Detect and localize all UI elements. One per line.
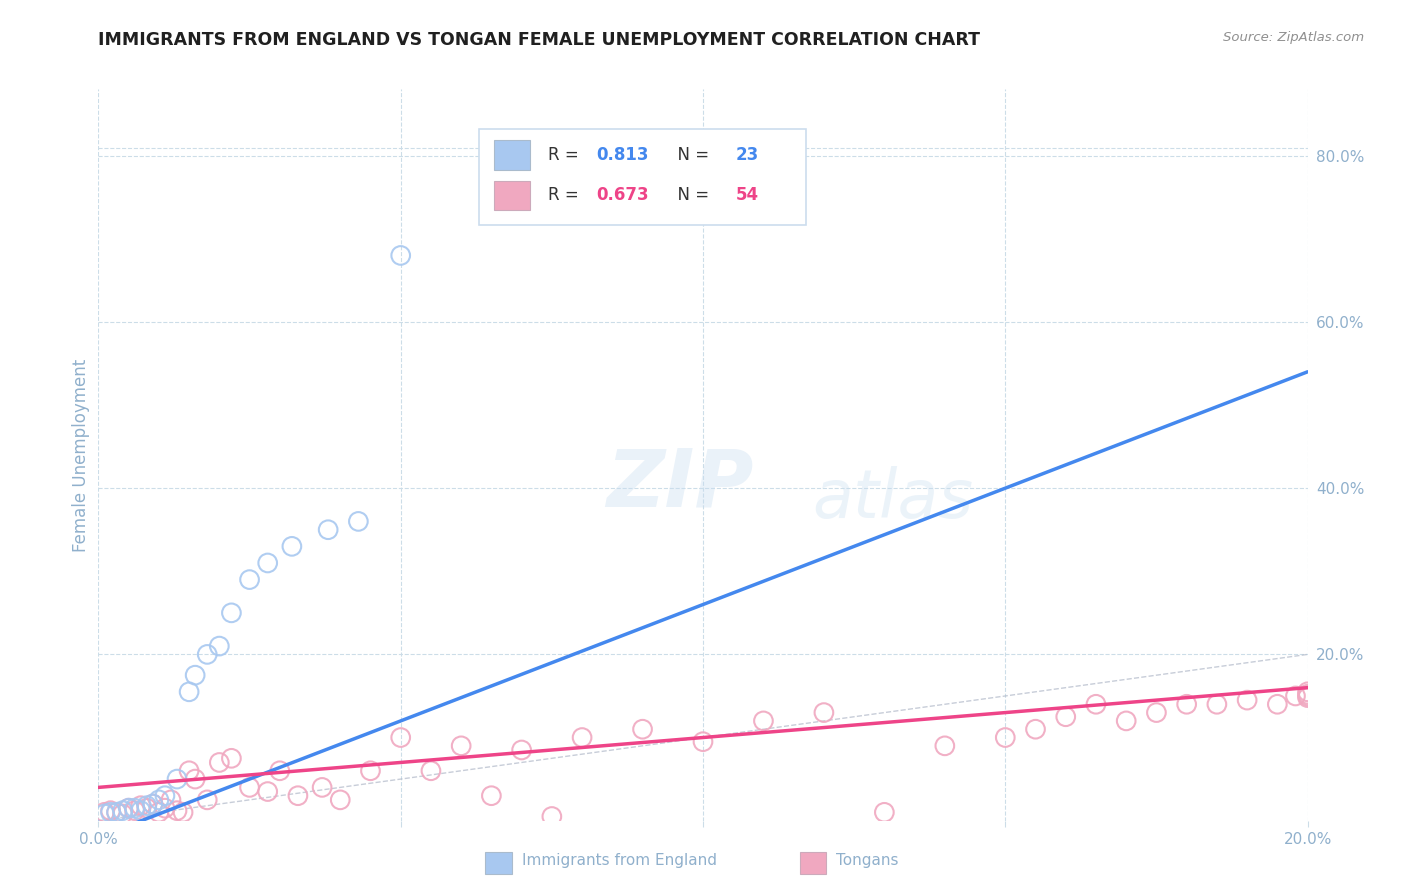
Point xyxy=(118,801,141,815)
Point xyxy=(1206,698,1229,712)
Point xyxy=(93,807,115,822)
Text: atlas: atlas xyxy=(811,466,973,532)
Point xyxy=(311,780,333,795)
Text: Source: ZipAtlas.com: Source: ZipAtlas.com xyxy=(1223,31,1364,45)
Point xyxy=(994,731,1017,745)
Point xyxy=(1296,690,1319,705)
Point xyxy=(316,523,339,537)
Point xyxy=(510,743,533,757)
Point xyxy=(329,793,352,807)
Point xyxy=(287,789,309,803)
Point xyxy=(540,809,562,823)
Point xyxy=(111,807,134,822)
Point xyxy=(1085,698,1108,712)
Text: R =: R = xyxy=(548,146,585,164)
Point xyxy=(100,804,122,818)
Point xyxy=(153,789,176,803)
Text: R =: R = xyxy=(548,186,585,204)
Point xyxy=(129,798,152,813)
Point xyxy=(1296,685,1319,699)
Point xyxy=(135,801,157,815)
FancyBboxPatch shape xyxy=(479,129,806,225)
Point xyxy=(1054,710,1077,724)
Point xyxy=(420,764,443,778)
Point xyxy=(148,793,170,807)
Point xyxy=(195,793,218,807)
Point xyxy=(100,805,122,820)
Point xyxy=(195,648,218,662)
Point xyxy=(281,539,304,553)
Point xyxy=(135,798,157,813)
Bar xyxy=(494,140,530,169)
Point xyxy=(1144,706,1167,720)
Text: ZIP: ZIP xyxy=(606,445,754,524)
Bar xyxy=(485,852,512,874)
Bar xyxy=(494,180,530,210)
Point xyxy=(179,764,201,778)
Point xyxy=(118,801,141,815)
Point xyxy=(148,805,170,820)
Text: 54: 54 xyxy=(735,186,759,204)
Point xyxy=(124,801,146,815)
Point xyxy=(105,805,128,820)
Text: 0.813: 0.813 xyxy=(596,146,650,164)
Point xyxy=(221,751,243,765)
Text: IMMIGRANTS FROM ENGLAND VS TONGAN FEMALE UNEMPLOYMENT CORRELATION CHART: IMMIGRANTS FROM ENGLAND VS TONGAN FEMALE… xyxy=(98,31,980,49)
Point xyxy=(1267,698,1289,712)
Point xyxy=(269,764,291,778)
Point xyxy=(256,784,278,798)
Point xyxy=(1236,693,1258,707)
Point xyxy=(813,706,835,720)
Point xyxy=(129,804,152,818)
Point xyxy=(481,789,503,803)
Point xyxy=(142,797,165,811)
Point xyxy=(172,805,194,820)
Point xyxy=(571,731,593,745)
Text: Tongans: Tongans xyxy=(837,854,898,869)
Point xyxy=(1284,689,1306,703)
Point xyxy=(752,714,775,728)
Point xyxy=(160,793,183,807)
Text: 23: 23 xyxy=(735,146,759,164)
Text: Immigrants from England: Immigrants from England xyxy=(522,854,717,869)
Point xyxy=(934,739,956,753)
Point xyxy=(105,805,128,820)
Point xyxy=(347,515,370,529)
Point xyxy=(389,248,412,262)
Point xyxy=(450,739,472,753)
Point xyxy=(256,556,278,570)
Text: N =: N = xyxy=(666,146,714,164)
Point xyxy=(111,804,134,818)
Text: N =: N = xyxy=(666,186,714,204)
Point xyxy=(184,668,207,682)
Point xyxy=(239,573,262,587)
Point xyxy=(631,723,654,737)
Point xyxy=(239,780,262,795)
Point xyxy=(142,797,165,811)
Point xyxy=(1296,687,1319,701)
Point xyxy=(93,805,115,820)
Point xyxy=(360,764,382,778)
Point xyxy=(1115,714,1137,728)
Point xyxy=(1024,723,1046,737)
Point xyxy=(208,756,231,770)
Bar xyxy=(800,852,827,874)
Point xyxy=(179,685,201,699)
Point xyxy=(221,606,243,620)
Point xyxy=(873,805,896,820)
Point xyxy=(153,801,176,815)
Point xyxy=(166,804,188,818)
Point xyxy=(1296,689,1319,703)
Point xyxy=(692,734,714,748)
Point xyxy=(124,804,146,818)
Point xyxy=(389,731,412,745)
Point xyxy=(184,772,207,786)
Point xyxy=(1175,698,1198,712)
Point xyxy=(166,772,188,786)
Y-axis label: Female Unemployment: Female Unemployment xyxy=(72,359,90,551)
Text: 0.673: 0.673 xyxy=(596,186,650,204)
Point xyxy=(208,639,231,653)
